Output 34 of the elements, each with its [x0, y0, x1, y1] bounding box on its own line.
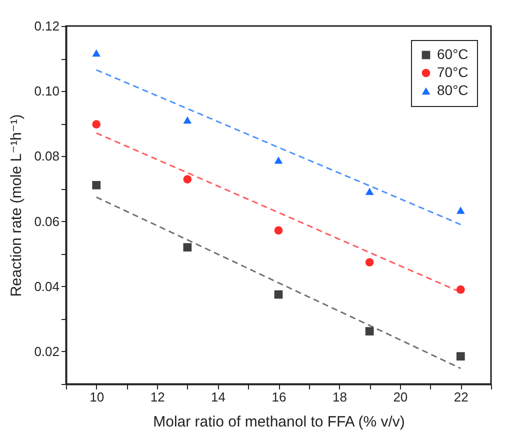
x-tick-label: 16 [272, 390, 286, 404]
point [456, 285, 465, 294]
point [183, 243, 192, 252]
point [274, 226, 283, 235]
x-tick-label: 20 [393, 390, 408, 404]
legend-label: 60°C [437, 46, 468, 62]
point [365, 327, 374, 336]
point [365, 258, 374, 266]
point [274, 290, 283, 299]
point [183, 175, 192, 184]
point [183, 116, 192, 124]
y-tick-label: 0.10 [34, 84, 60, 99]
y-axis-title: Reaction rate (mole L⁻¹h⁻¹) [8, 114, 26, 297]
point [456, 206, 465, 214]
point [456, 352, 465, 361]
point [274, 156, 283, 164]
x-tick-label: 22 [454, 390, 468, 404]
x-tick-label: 14 [211, 390, 226, 404]
line-series [96, 196, 462, 370]
y-tick-label: 0.06 [34, 214, 60, 229]
point [365, 188, 374, 195]
x-axis-title: Molar ratio of methanol to FFA (% v/v) [153, 414, 405, 430]
y-tick-label: 0.04 [34, 278, 60, 294]
legend-label: 80°C [437, 82, 468, 98]
x-tick-label: 18 [332, 390, 347, 404]
y-tick-label: 0.02 [34, 344, 60, 359]
point [92, 120, 101, 128]
y-tick-label: 0.08 [34, 148, 60, 164]
point [92, 49, 101, 57]
x-tick-label: 12 [150, 390, 165, 404]
x-tick-label: 10 [90, 390, 104, 404]
point [92, 180, 101, 190]
y-tick-label: 0.12 [34, 18, 60, 34]
legend-label: 70°C [437, 64, 468, 80]
